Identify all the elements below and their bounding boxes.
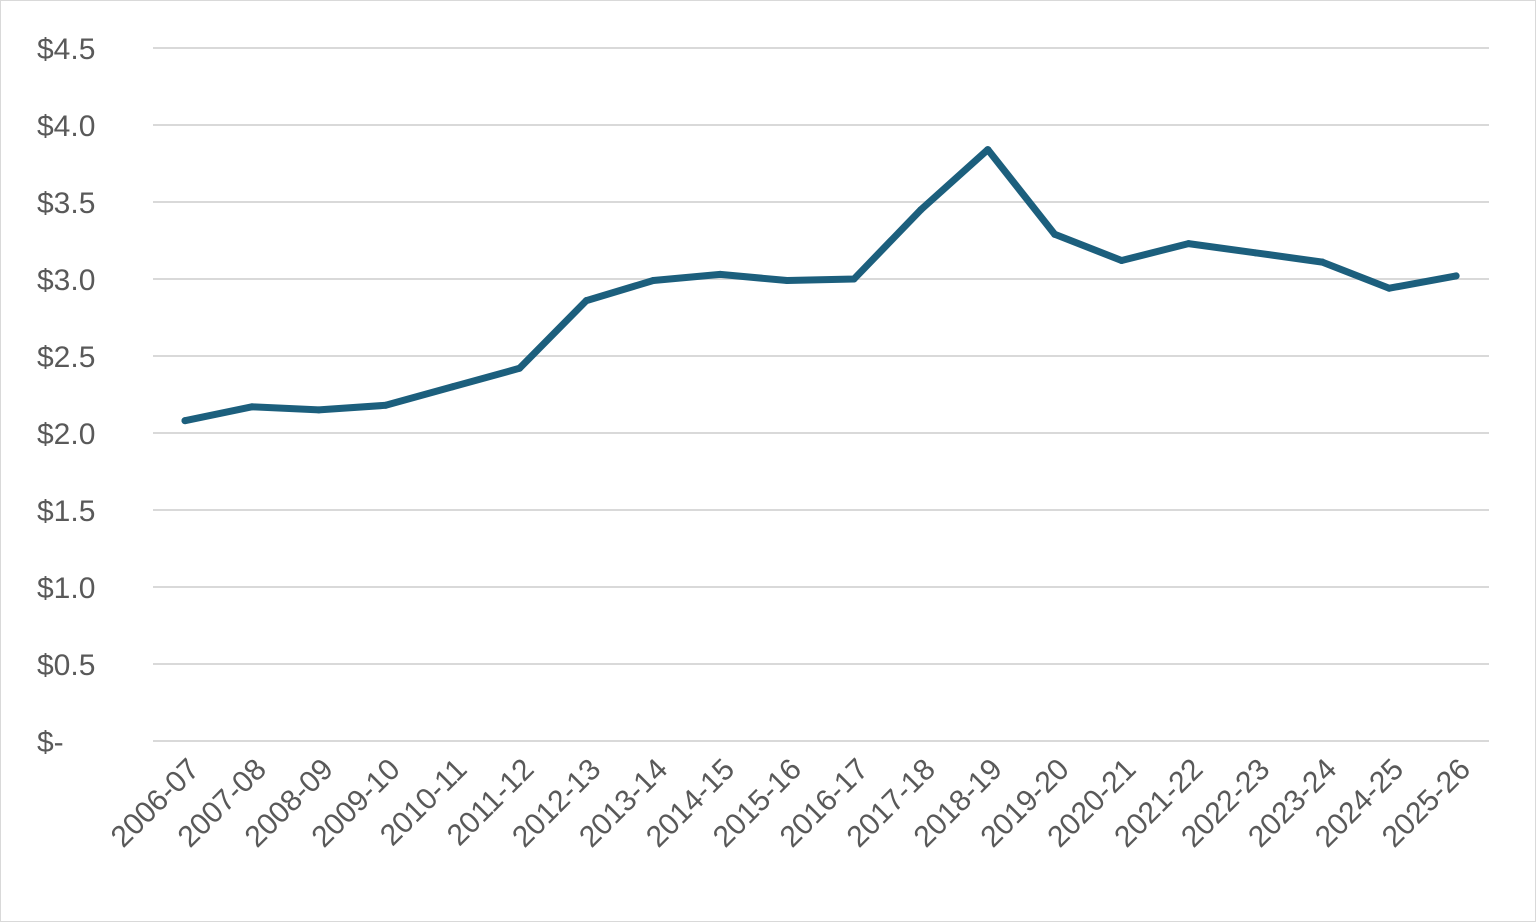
y-tick-label: $1.5 <box>37 495 95 528</box>
data-point <box>582 297 590 305</box>
data-point <box>1051 230 1059 238</box>
y-tick-label: $3.0 <box>37 264 95 297</box>
y-tick-label: $4.5 <box>37 33 95 66</box>
data-point <box>516 364 523 372</box>
y-axis-tick-labels: $- $0.5 $1.0 $1.5 $2.0 $2.5 $3.0 $3.5 $4.0 $4.5 <box>37 33 95 759</box>
y-tick-label: $- <box>37 726 64 759</box>
data-point <box>984 146 992 154</box>
data-point <box>1452 272 1460 280</box>
y-tick-label: $1.0 <box>37 572 95 605</box>
data-point <box>382 401 390 409</box>
y-tick-label: $3.5 <box>37 187 95 220</box>
data-point <box>1251 249 1259 257</box>
y-tick-label: $2.5 <box>37 341 95 374</box>
data-point <box>649 277 657 285</box>
data-point <box>181 417 189 425</box>
x-axis-tick-labels: 2006-072007-082008-092009-102010-112011-… <box>105 753 1477 854</box>
data-point <box>716 270 724 278</box>
y-tick-label: $2.0 <box>37 418 95 451</box>
data-point <box>315 406 323 414</box>
data-point <box>850 275 858 283</box>
data-point <box>783 277 791 285</box>
gridlines <box>153 47 1489 742</box>
data-point <box>449 383 457 391</box>
y-tick-label: $4.0 <box>37 110 95 143</box>
data-point <box>917 206 925 214</box>
series-line <box>181 146 1460 425</box>
data-point <box>1118 257 1126 265</box>
data-point <box>1385 284 1393 292</box>
y-tick-label: $0.5 <box>37 649 95 682</box>
data-point <box>1318 258 1326 266</box>
series-layer <box>181 146 1460 425</box>
data-point <box>248 403 256 411</box>
data-point <box>1185 240 1192 248</box>
